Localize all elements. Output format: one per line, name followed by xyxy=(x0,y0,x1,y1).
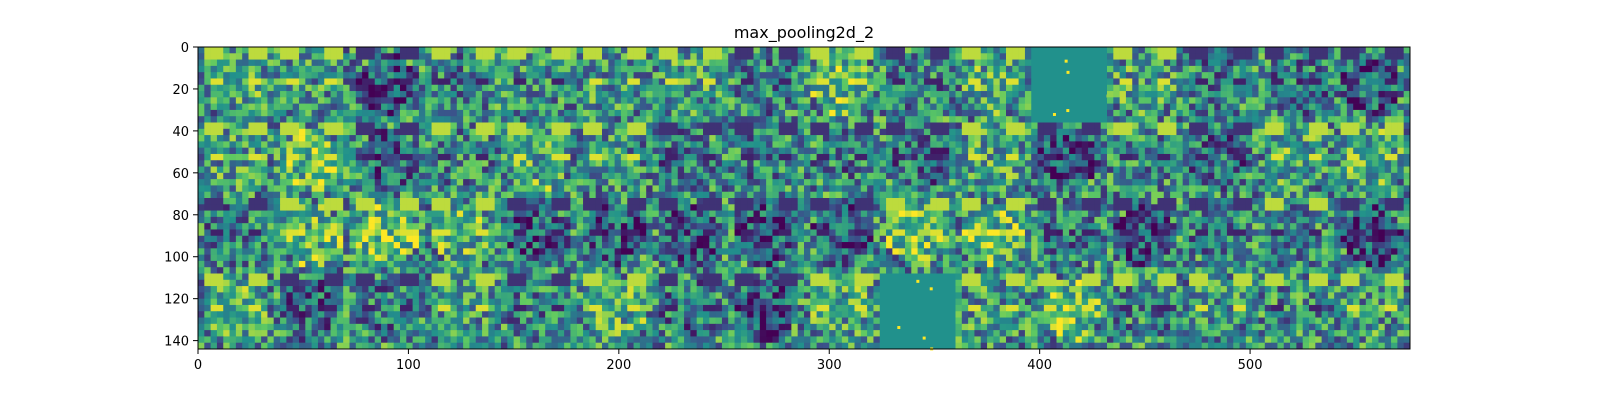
feature-map-tile xyxy=(1258,198,1335,274)
feature-map-tile xyxy=(1031,47,1110,123)
feature-map-tile xyxy=(273,47,350,123)
feature-map-tile xyxy=(1334,198,1411,274)
feature-map-tile xyxy=(652,198,729,274)
feature-map-tile xyxy=(501,122,578,199)
x-axis: 0 100 200 300 400 500 xyxy=(194,349,1263,373)
feature-map-tile xyxy=(501,47,578,123)
feature-map-tile xyxy=(1182,47,1259,123)
feature-map-tile xyxy=(1258,47,1335,123)
feature-map-tile xyxy=(728,198,805,274)
x-tick-label: 200 xyxy=(606,358,631,373)
feature-map-tile xyxy=(425,273,502,350)
y-tick-label: 60 xyxy=(172,167,189,182)
feature-map-tile xyxy=(955,122,1032,199)
feature-map-tile xyxy=(1107,47,1184,123)
feature-map-tile xyxy=(501,273,578,350)
feature-map-grid xyxy=(198,47,1411,351)
feature-map-tile xyxy=(501,198,578,274)
y-tick-label: 100 xyxy=(164,251,189,266)
feature-map-tile xyxy=(198,122,275,199)
feature-map-tile xyxy=(728,47,805,123)
y-tick-label: 140 xyxy=(164,335,189,350)
feature-map-tile xyxy=(1334,47,1411,123)
feature-map-tile xyxy=(955,47,1032,123)
feature-map-tile xyxy=(804,198,881,274)
feature-map-tile xyxy=(955,273,1032,350)
feature-map-tile xyxy=(1031,198,1108,274)
feature-map-tile xyxy=(349,273,426,350)
x-tick-label: 0 xyxy=(194,358,202,373)
feature-map-tile xyxy=(652,273,729,350)
feature-map-tile xyxy=(273,198,350,274)
feature-map-tile xyxy=(349,47,426,123)
y-axis: 0 20 40 60 80 100 120 140 xyxy=(164,41,198,350)
y-tick-label: 120 xyxy=(164,293,189,308)
feature-map-tile xyxy=(576,198,653,274)
feature-map-tile xyxy=(1334,122,1411,199)
feature-map-tile xyxy=(652,47,729,123)
feature-map-tile xyxy=(1258,122,1335,199)
y-tick-label: 40 xyxy=(172,125,189,140)
feature-map-tile xyxy=(1182,198,1259,274)
feature-map-tile xyxy=(1107,273,1184,350)
x-tick-label: 100 xyxy=(396,358,421,373)
feature-map-tile xyxy=(1258,273,1335,350)
plot-frame xyxy=(197,46,1411,350)
feature-map-tile xyxy=(198,47,275,123)
feature-map-tile xyxy=(1334,273,1411,350)
feature-map-tile xyxy=(879,273,956,351)
feature-map-tile xyxy=(576,122,653,199)
chart-title: max_pooling2d_2 xyxy=(734,23,874,43)
feature-map-tile xyxy=(728,122,805,199)
y-tick-label: 80 xyxy=(172,209,189,224)
feature-map-tile xyxy=(728,273,805,350)
feature-map-tile xyxy=(425,122,502,199)
feature-map-tile xyxy=(879,122,956,199)
feature-map-tile xyxy=(425,198,502,274)
feature-map-tile xyxy=(804,47,881,123)
feature-map-tile xyxy=(1031,273,1108,350)
feature-map-tile xyxy=(1182,273,1259,350)
feature-map-tile xyxy=(273,122,350,199)
x-tick-label: 400 xyxy=(1027,358,1052,373)
feature-map-tile xyxy=(1182,122,1259,199)
feature-map-tile xyxy=(198,198,275,274)
feature-map-tile xyxy=(576,47,653,123)
feature-map-tile xyxy=(1031,122,1108,199)
x-tick-label: 500 xyxy=(1238,358,1263,373)
feature-map-tile xyxy=(1107,198,1184,274)
feature-map-tile xyxy=(804,273,881,350)
feature-map-tile xyxy=(879,198,956,274)
feature-map-tile xyxy=(955,198,1032,274)
x-tick-label: 300 xyxy=(817,358,842,373)
y-tick-label: 0 xyxy=(181,41,189,56)
feature-map-tile xyxy=(273,273,350,350)
feature-map-tile xyxy=(425,47,502,123)
feature-map-tile xyxy=(1107,122,1184,199)
feature-map-tile xyxy=(652,122,729,199)
feature-map-tile xyxy=(349,198,426,274)
feature-map-tile xyxy=(198,273,275,350)
feature-map-tile xyxy=(349,122,426,199)
feature-map-tile xyxy=(879,47,956,123)
feature-map-tile xyxy=(804,122,881,199)
y-tick-label: 20 xyxy=(172,83,189,98)
feature-map-tile xyxy=(576,273,653,350)
